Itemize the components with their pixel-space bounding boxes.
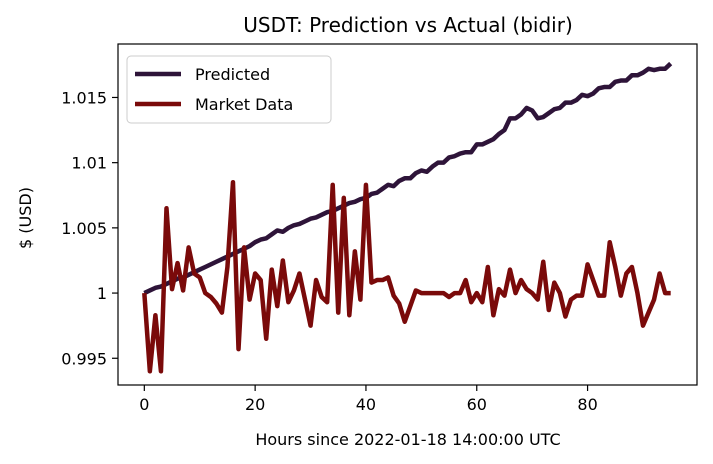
legend: Predicted Market Data [126, 55, 332, 124]
x-axis-label: Hours since 2022-01-18 14:00:00 UTC [255, 430, 560, 449]
y-axis-label: $ (USD) [16, 187, 35, 249]
plot-area [142, 61, 673, 374]
plot-frame [117, 43, 698, 386]
x-tick-label: 20 [245, 395, 265, 414]
series-line-predicted [143, 61, 673, 296]
y-tick-label: 0.995 [61, 349, 107, 368]
x-tick-label: 60 [467, 395, 487, 414]
x-tick-label: 40 [356, 395, 376, 414]
legend-label: Market Data [195, 95, 293, 114]
x-tick-label: 80 [577, 395, 597, 414]
axes: 0 20 40 60 80 0.995 1 1.005 1.01 1.015 [61, 43, 698, 414]
legend-label: Predicted [195, 65, 270, 84]
y-tick-label: 1.01 [71, 154, 107, 173]
y-tick-label: 1.015 [61, 88, 107, 107]
y-tick-label: 1 [97, 284, 107, 303]
y-tick-label: 1.005 [61, 219, 107, 238]
x-tick-label: 0 [139, 395, 149, 414]
chart-title: USDT: Prediction vs Actual (bidir) [243, 13, 573, 37]
series-line-market-data [142, 179, 671, 374]
